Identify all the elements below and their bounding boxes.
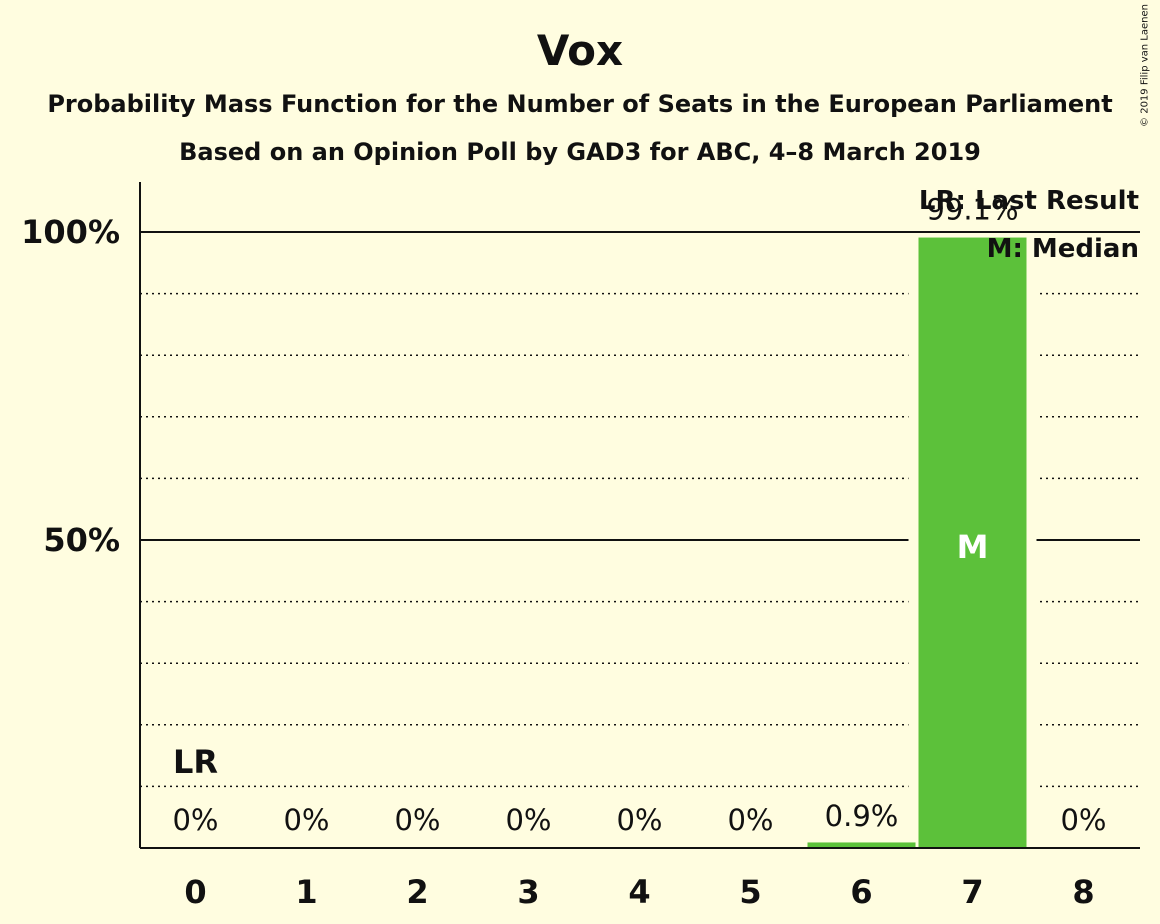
x-tick-label: 2 (406, 873, 428, 911)
chart-subtitle-line1: Probability Mass Function for the Number… (47, 90, 1113, 118)
x-tick-label: 3 (517, 873, 539, 911)
x-tick-label: 5 (739, 873, 761, 911)
x-tick-label: 1 (295, 873, 317, 911)
legend-last-result: LR: Last Result (919, 186, 1139, 216)
x-tick-label: 7 (961, 873, 983, 911)
x-tick-label: 8 (1072, 873, 1094, 911)
last-result-marker: LR (173, 743, 218, 781)
y-tick-label: 50% (43, 521, 120, 559)
bar-value-label: 0% (616, 803, 662, 837)
bar-seat-7 (918, 237, 1027, 848)
bar-value-label: 0% (727, 803, 773, 837)
x-tick-label: 4 (628, 873, 650, 911)
y-tick-label: 100% (21, 213, 120, 251)
bar-value-label: 99.1% (926, 193, 1018, 227)
bar-value-label: 0% (1060, 803, 1106, 837)
bar-value-label: 0% (283, 803, 329, 837)
chart-subtitle-line2: Based on an Opinion Poll by GAD3 for ABC… (179, 138, 981, 166)
bar-value-label: 0% (172, 803, 218, 837)
bar-value-label: 0% (505, 803, 551, 837)
x-tick-label: 6 (850, 873, 872, 911)
chart-title: Vox (536, 26, 624, 75)
legend-median: M: Median (987, 234, 1139, 264)
x-tick-label: 0 (184, 873, 206, 911)
bar-seat-6 (807, 842, 916, 848)
bar-value-label: 0.9% (825, 799, 899, 833)
median-marker: M (957, 528, 989, 566)
bar-value-label: 0% (394, 803, 440, 837)
